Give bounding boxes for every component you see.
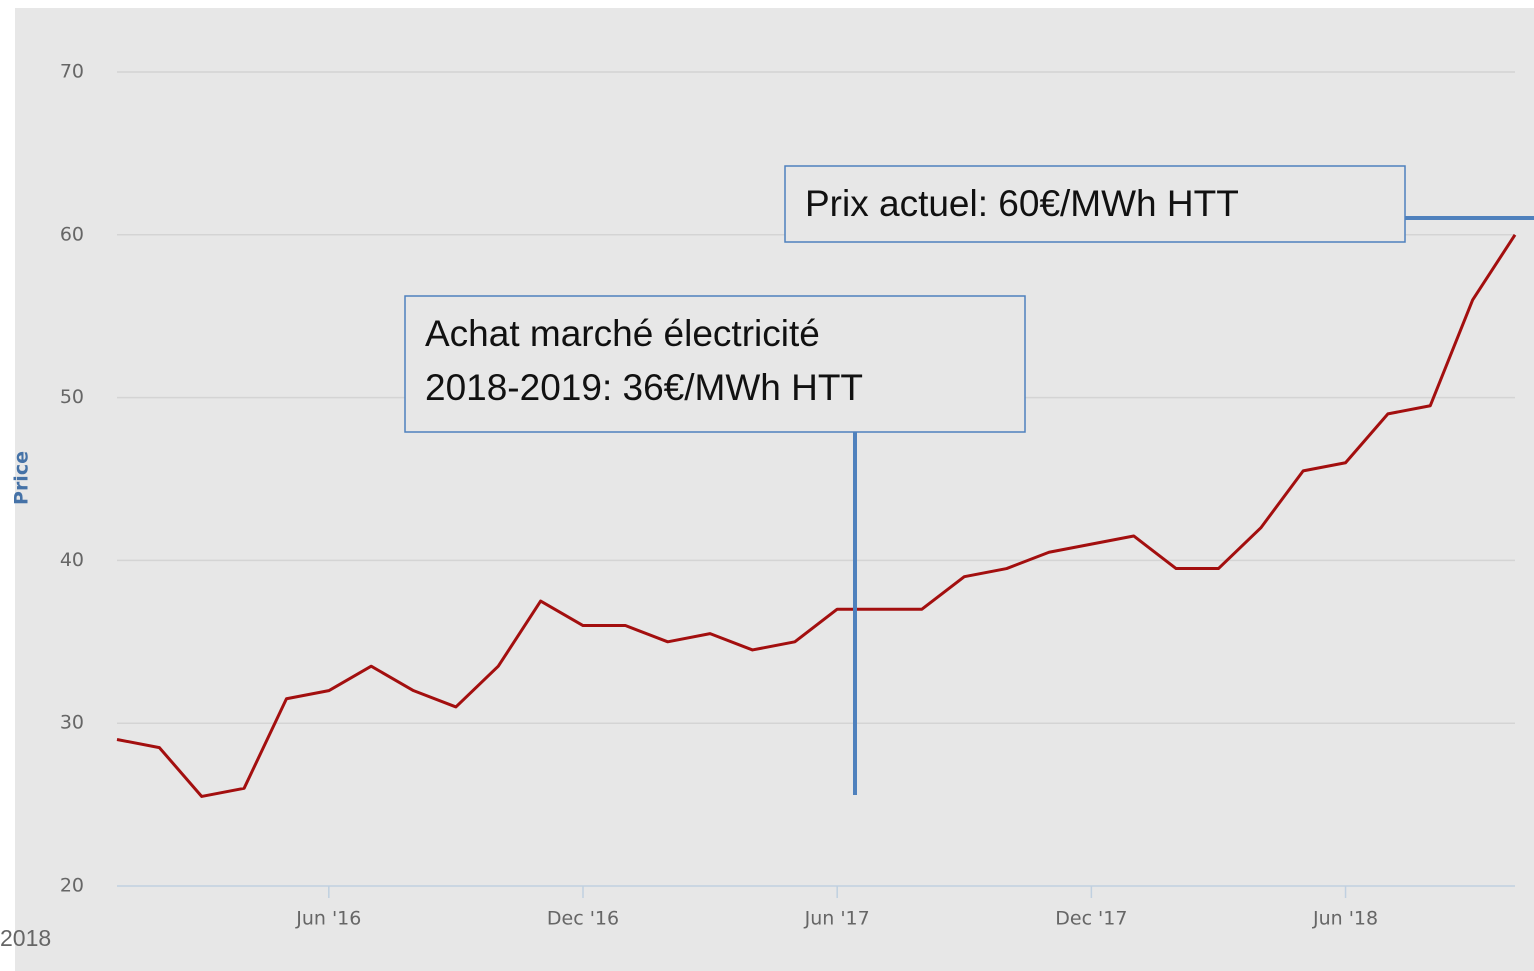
price-line xyxy=(116,233,1517,798)
y-tick-label: 30 xyxy=(60,712,84,734)
x-tick-label: Dec '16 xyxy=(547,908,619,930)
annotation-box xyxy=(404,295,1026,433)
y-tick-label: 60 xyxy=(60,223,84,245)
annotation-text: Prix actuel: 60€/MWh HTT xyxy=(805,183,1239,224)
y-tick-label: 40 xyxy=(60,549,84,571)
plot-background xyxy=(15,8,1534,971)
annotation-text: Achat marché électricité xyxy=(425,313,820,354)
x-tick-label: Jun '18 xyxy=(1312,908,1378,930)
y-tick-label: 50 xyxy=(60,386,84,408)
y-tick-label: 20 xyxy=(60,875,84,897)
x-tick-label: Jun '16 xyxy=(295,908,361,930)
x-tick-label: Dec '17 xyxy=(1055,908,1127,930)
y-tick-label: 70 xyxy=(60,61,84,83)
annotation-box xyxy=(784,165,1406,243)
x-tick-label: Jun '17 xyxy=(804,908,870,930)
y-axis-label: Price xyxy=(11,451,33,505)
footnote: 2018 xyxy=(0,925,51,951)
annotation-text: 2018-2019: 36€/MWh HTT xyxy=(425,367,863,408)
